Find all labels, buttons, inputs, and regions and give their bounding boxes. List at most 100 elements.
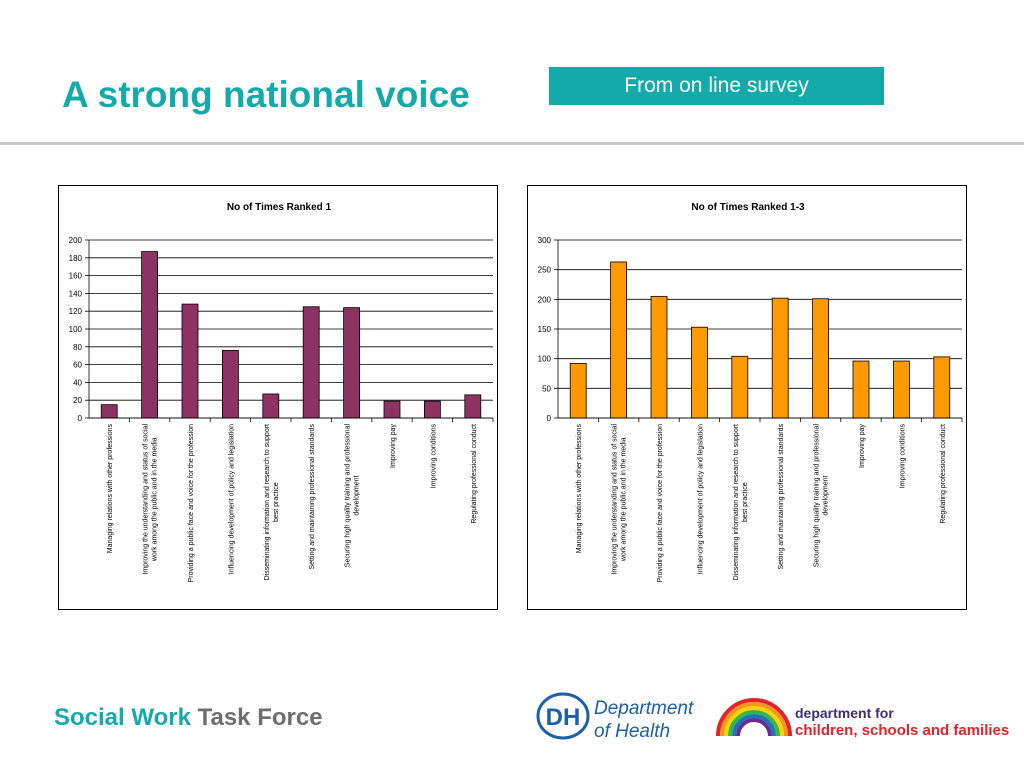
chart1-xtick-label-line: Improving conditions (430, 424, 437, 489)
brand-part-2: Task Force (197, 704, 323, 731)
chart2-ytick-label: 100 (538, 355, 552, 364)
chart1-bar (423, 400, 441, 419)
chart2-ytick-label: 300 (538, 236, 552, 245)
chart1-bar (181, 303, 199, 419)
chart1-ytick-label: 40 (73, 378, 82, 387)
dcsf-line1: department for (795, 705, 894, 721)
chart2-xtick-label: Disseminating information and research t… (733, 424, 749, 580)
chart1-xtick-label-line: Influencing development of policy and le… (228, 424, 235, 574)
chart2-xtick-label-line: best practice (742, 482, 749, 522)
chart1-bar (343, 307, 361, 419)
chart1-ytick-label: 20 (73, 396, 82, 405)
survey-source-badge: From on line survey (549, 67, 884, 105)
chart1-ytick-label: 120 (69, 307, 83, 316)
chart1-bar (141, 251, 158, 419)
chart1-bar (262, 393, 280, 419)
chart2-title: No of Times Ranked 1-3 (691, 202, 805, 213)
chart1-ytick-label: 200 (69, 236, 83, 245)
chart1-xtick-label-line: Disseminating information and research t… (264, 424, 271, 580)
chart2-xtick-label-line: development (823, 476, 830, 516)
brand-part-1: Social Work (54, 704, 191, 731)
chart1-xtick-label: Improving the understanding and status o… (143, 424, 159, 575)
chart1-xtick-label: Managing relations with other profession… (107, 424, 114, 554)
chart1-bar (100, 404, 118, 419)
chart1-ytick-label: 140 (69, 289, 83, 298)
chart1-xtick-label: Improving conditions (430, 424, 437, 489)
chart2-xtick-label: Managing relations with other profession… (576, 424, 583, 554)
header-divider (0, 142, 1024, 145)
chart1-xtick-label-line: work among the public and in the media (152, 437, 159, 562)
chart2-xtick-label-line: Improving the understanding and status o… (612, 424, 619, 575)
chart2-xtick-label-line: Improving pay (859, 424, 866, 468)
chart2-bar (771, 297, 789, 419)
chart2-xtick-label: Improving pay (859, 424, 866, 468)
chart1-xtick-label-line: Regulating professional conduct (471, 424, 478, 524)
chart1-xtick-label-line: Improving pay (390, 424, 397, 468)
dh-logo-line1: Department (594, 698, 694, 719)
chart2-bar (690, 326, 708, 419)
chart1-ytick-label: 100 (69, 325, 83, 334)
chart2-xtick-label-line: Managing relations with other profession… (576, 424, 583, 554)
chart2-xtick-label-line: Improving conditions (899, 424, 906, 489)
dh-logo-mark: DH (546, 704, 581, 731)
chart2-xtick-label-line: Setting and maintaining professional sta… (778, 424, 785, 570)
chart1-xtick-label: Disseminating information and research t… (264, 424, 280, 580)
chart1-xtick-label-line: Managing relations with other profession… (107, 424, 114, 554)
chart2-bar (569, 363, 587, 419)
dcsf-rainbow-logo (716, 698, 792, 737)
chart1-bar (464, 394, 482, 419)
chart1-xtick-label-line: Securing high quality training and profe… (345, 424, 352, 568)
chart2-bar (650, 295, 668, 419)
chart1-bar (302, 306, 320, 419)
chart1-xtick-label-line: development (354, 476, 361, 516)
chart-ranked-1: No of Times Ranked 1 0 20 40 60 80 100 120 140 16… (58, 185, 498, 610)
chart1-bar (221, 349, 239, 419)
chart1-title: No of Times Ranked 1 (227, 202, 332, 213)
social-work-task-force-logo: Social Work Task Force (54, 704, 323, 732)
chart2-xtick-label-line: Influencing development of policy and le… (697, 424, 704, 574)
chart1-xtick-label: Providing a public face and voice for th… (188, 424, 195, 582)
chart2-ytick-label: 0 (547, 414, 552, 423)
chart2-xtick-label-line: work among the public and in the media (621, 437, 628, 562)
department-of-health-logo: DH Department of Health (536, 692, 694, 742)
dcsf-logo-text: department for children, schools and fam… (795, 704, 1009, 740)
dcsf-line2: children, schools and families (795, 722, 1010, 739)
chart2-xtick-label: Influencing development of policy and le… (697, 424, 704, 574)
chart1-xtick-label: Improving pay (390, 424, 397, 468)
chart1-ytick-label: 0 (78, 414, 83, 423)
chart1-ytick-label: 180 (69, 254, 83, 263)
chart1-ytick-label: 60 (73, 361, 82, 370)
chart1-xtick-label: Influencing development of policy and le… (228, 424, 235, 574)
chart2-bar (933, 356, 951, 419)
chart1-xtick-label-line: Setting and maintaining professional sta… (309, 424, 316, 570)
chart-ranked-1-svg: No of Times Ranked 1 0 20 40 60 80 100 120 140 16… (69, 202, 494, 582)
dh-logo-line2: of Health (594, 721, 670, 742)
chart-ranked-1-3-svg: No of Times Ranked 1-3 0 50 100 150 200 250 300… (538, 202, 963, 582)
chart2-bar (731, 355, 749, 419)
page-title: A strong national voice (62, 74, 470, 115)
chart1-xtick-label: Setting and maintaining professional sta… (309, 424, 316, 570)
chart2-xtick-label: Setting and maintaining professional sta… (778, 424, 785, 570)
chart2-xtick-label-line: Securing high quality training and profe… (814, 424, 821, 568)
chart2-ytick-label: 50 (542, 384, 551, 393)
chart1-xtick-label-line: best practice (273, 482, 280, 522)
chart2-bar (852, 360, 870, 419)
chart1-ytick-label: 160 (69, 272, 83, 281)
chart2-ytick-label: 200 (538, 295, 552, 304)
chart1-xtick-label: Regulating professional conduct (471, 424, 478, 524)
chart2-bar (892, 360, 910, 419)
chart1-bar (383, 400, 401, 419)
chart1-xtick-label-line: Improving the understanding and status o… (143, 424, 150, 575)
chart1-ytick-label: 80 (73, 343, 82, 352)
chart-ranked-1-3: No of Times Ranked 1-3 0 50 100 150 200 250 300… (527, 185, 967, 610)
chart2-xtick-label: Improving conditions (899, 424, 906, 489)
chart2-xtick-label: Securing high quality training and profe… (814, 424, 830, 568)
chart2-ytick-label: 150 (538, 325, 552, 334)
chart1-xtick-label-line: Providing a public face and voice for th… (188, 424, 195, 582)
chart2-xtick-label-line: Providing a public face and voice for th… (657, 424, 664, 582)
chart2-xtick-label-line: Disseminating information and research t… (733, 424, 740, 580)
chart2-xtick-label: Providing a public face and voice for th… (657, 424, 664, 582)
chart2-xtick-label: Improving the understanding and status o… (612, 424, 628, 575)
chart2-bar (812, 298, 830, 419)
chart2-xtick-label-line: Regulating professional conduct (940, 424, 947, 524)
